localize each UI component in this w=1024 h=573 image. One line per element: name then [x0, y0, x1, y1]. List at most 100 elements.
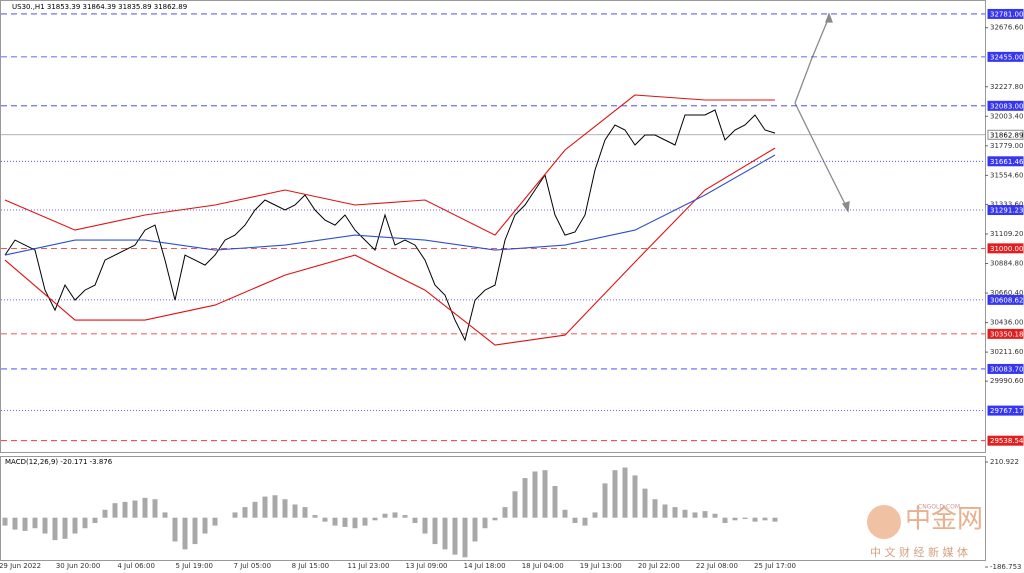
- macd-bar: [82, 517, 88, 529]
- macd-bar: [422, 517, 428, 534]
- level-box: [987, 100, 1024, 111]
- level-box: [987, 363, 1024, 374]
- macd-bar: [192, 517, 198, 545]
- y-tick-label: 32227.80: [990, 83, 1023, 91]
- level-box: [987, 435, 1024, 446]
- indicator-line: [4, 154, 776, 256]
- x-tick-label: 18 Jul 04:00: [522, 562, 564, 570]
- level-label: 31291.23: [990, 207, 1023, 215]
- macd-bar: [332, 517, 338, 526]
- level-label: 30350.18: [990, 330, 1023, 338]
- level-box: [987, 8, 1024, 19]
- macd-bar: [272, 495, 278, 518]
- macd-bar: [212, 517, 218, 526]
- macd-bar: [52, 517, 58, 541]
- macd-bar: [672, 507, 678, 518]
- x-tick-label: 22 Jul 08:00: [696, 562, 738, 570]
- macd-bar: [682, 509, 688, 518]
- macd-bar: [342, 517, 348, 527]
- main-frame: [0, 0, 986, 453]
- macd-bar: [552, 486, 558, 518]
- macd-bar: [92, 517, 98, 523]
- x-tick-label: 7 Jul 05:00: [234, 562, 272, 570]
- macd-bar: [112, 503, 118, 518]
- macd-bar: [142, 497, 148, 518]
- level-label: 29538.54: [990, 437, 1024, 445]
- level-label: 30083.70: [990, 365, 1023, 373]
- y-tick-label: 210.922: [990, 458, 1019, 466]
- level-label: 31000.00: [990, 245, 1023, 253]
- macd-bar: [762, 517, 768, 521]
- macd-bar: [302, 507, 308, 518]
- macd-bar: [752, 517, 758, 522]
- watermark: 中金网 CNGOLD.COM 中 文 财 经 新 媒 体: [867, 504, 983, 559]
- macd-bar: [32, 517, 38, 529]
- macd-bar: [412, 517, 418, 523]
- macd-bar: [542, 470, 548, 518]
- macd-bar: [522, 478, 528, 518]
- y-tick-label: 29990.60: [990, 377, 1023, 385]
- macd-bar: [372, 517, 378, 521]
- level-label: 30608.62: [990, 296, 1023, 304]
- macd-bar: [102, 509, 108, 518]
- macd-bar: [452, 517, 458, 555]
- macd-bar: [152, 499, 158, 518]
- macd-bar: [162, 512, 168, 518]
- x-tick-label: 5 Jul 19:00: [175, 562, 213, 570]
- macd-bar: [182, 517, 188, 550]
- macd-bar: [2, 517, 8, 526]
- macd-bar: [12, 517, 18, 530]
- macd-bar: [42, 517, 48, 534]
- macd-bar: [172, 517, 178, 542]
- level-box: [987, 129, 1024, 140]
- level-label: 31661.46: [990, 158, 1024, 166]
- macd-bar: [232, 512, 238, 518]
- macd-bar: [362, 517, 368, 526]
- macd-bar: [692, 512, 698, 518]
- macd-bar: [712, 513, 718, 518]
- level-label: 32083.00: [990, 102, 1023, 110]
- macd-bar: [442, 517, 448, 550]
- x-tick-label: 11 Jul 23:00: [347, 562, 389, 570]
- macd-bar: [472, 517, 478, 542]
- macd-bar: [262, 496, 268, 518]
- y-tick-label: 31333.60: [990, 200, 1023, 208]
- level-box: [987, 328, 1024, 339]
- macd-bar: [632, 475, 638, 518]
- macd-bar: [652, 499, 658, 518]
- y-tick-label: 32676.60: [990, 24, 1023, 32]
- macd-bar: [22, 517, 28, 531]
- macd-bar: [492, 517, 498, 521]
- macd-bar: [252, 501, 258, 518]
- x-tick-label: 14 Jul 18:00: [464, 562, 506, 570]
- macd-bar: [202, 517, 208, 534]
- macd-bar: [572, 517, 578, 523]
- macd-bar: [122, 501, 128, 518]
- price-line: [4, 109, 776, 342]
- level-label: 32781.00: [990, 10, 1023, 18]
- chart-header: US30.,H1 31853.39 31864.39 31835.89 3186…: [12, 3, 187, 11]
- x-tick-label: 20 Jul 22:00: [638, 562, 680, 570]
- macd-bar: [702, 511, 708, 518]
- macd-bar: [72, 517, 78, 534]
- y-tick-label: 30884.80: [990, 260, 1023, 268]
- macd-bar: [562, 509, 568, 518]
- y-tick-label: -186.753: [990, 563, 1021, 571]
- macd-bar: [62, 517, 68, 539]
- macd-bar: [532, 471, 538, 518]
- x-tick-label: 29 Jun 2022: [0, 562, 41, 570]
- indicator-line: [4, 94, 775, 236]
- watermark-slogan: 中 文 财 经 新 媒 体: [870, 545, 968, 559]
- level-box: [987, 51, 1024, 62]
- watermark-logo: 中金网: [905, 505, 983, 535]
- macd-bar: [432, 517, 438, 545]
- macd-bar: [722, 517, 728, 523]
- level-label: 31862.89: [990, 131, 1023, 139]
- macd-bar: [352, 517, 358, 529]
- y-tick-label: 30436.00: [990, 319, 1023, 327]
- level-box: [987, 405, 1024, 416]
- macd-bar: [242, 507, 248, 518]
- macd-bar: [582, 517, 588, 526]
- y-tick-label: 30660.40: [990, 289, 1023, 297]
